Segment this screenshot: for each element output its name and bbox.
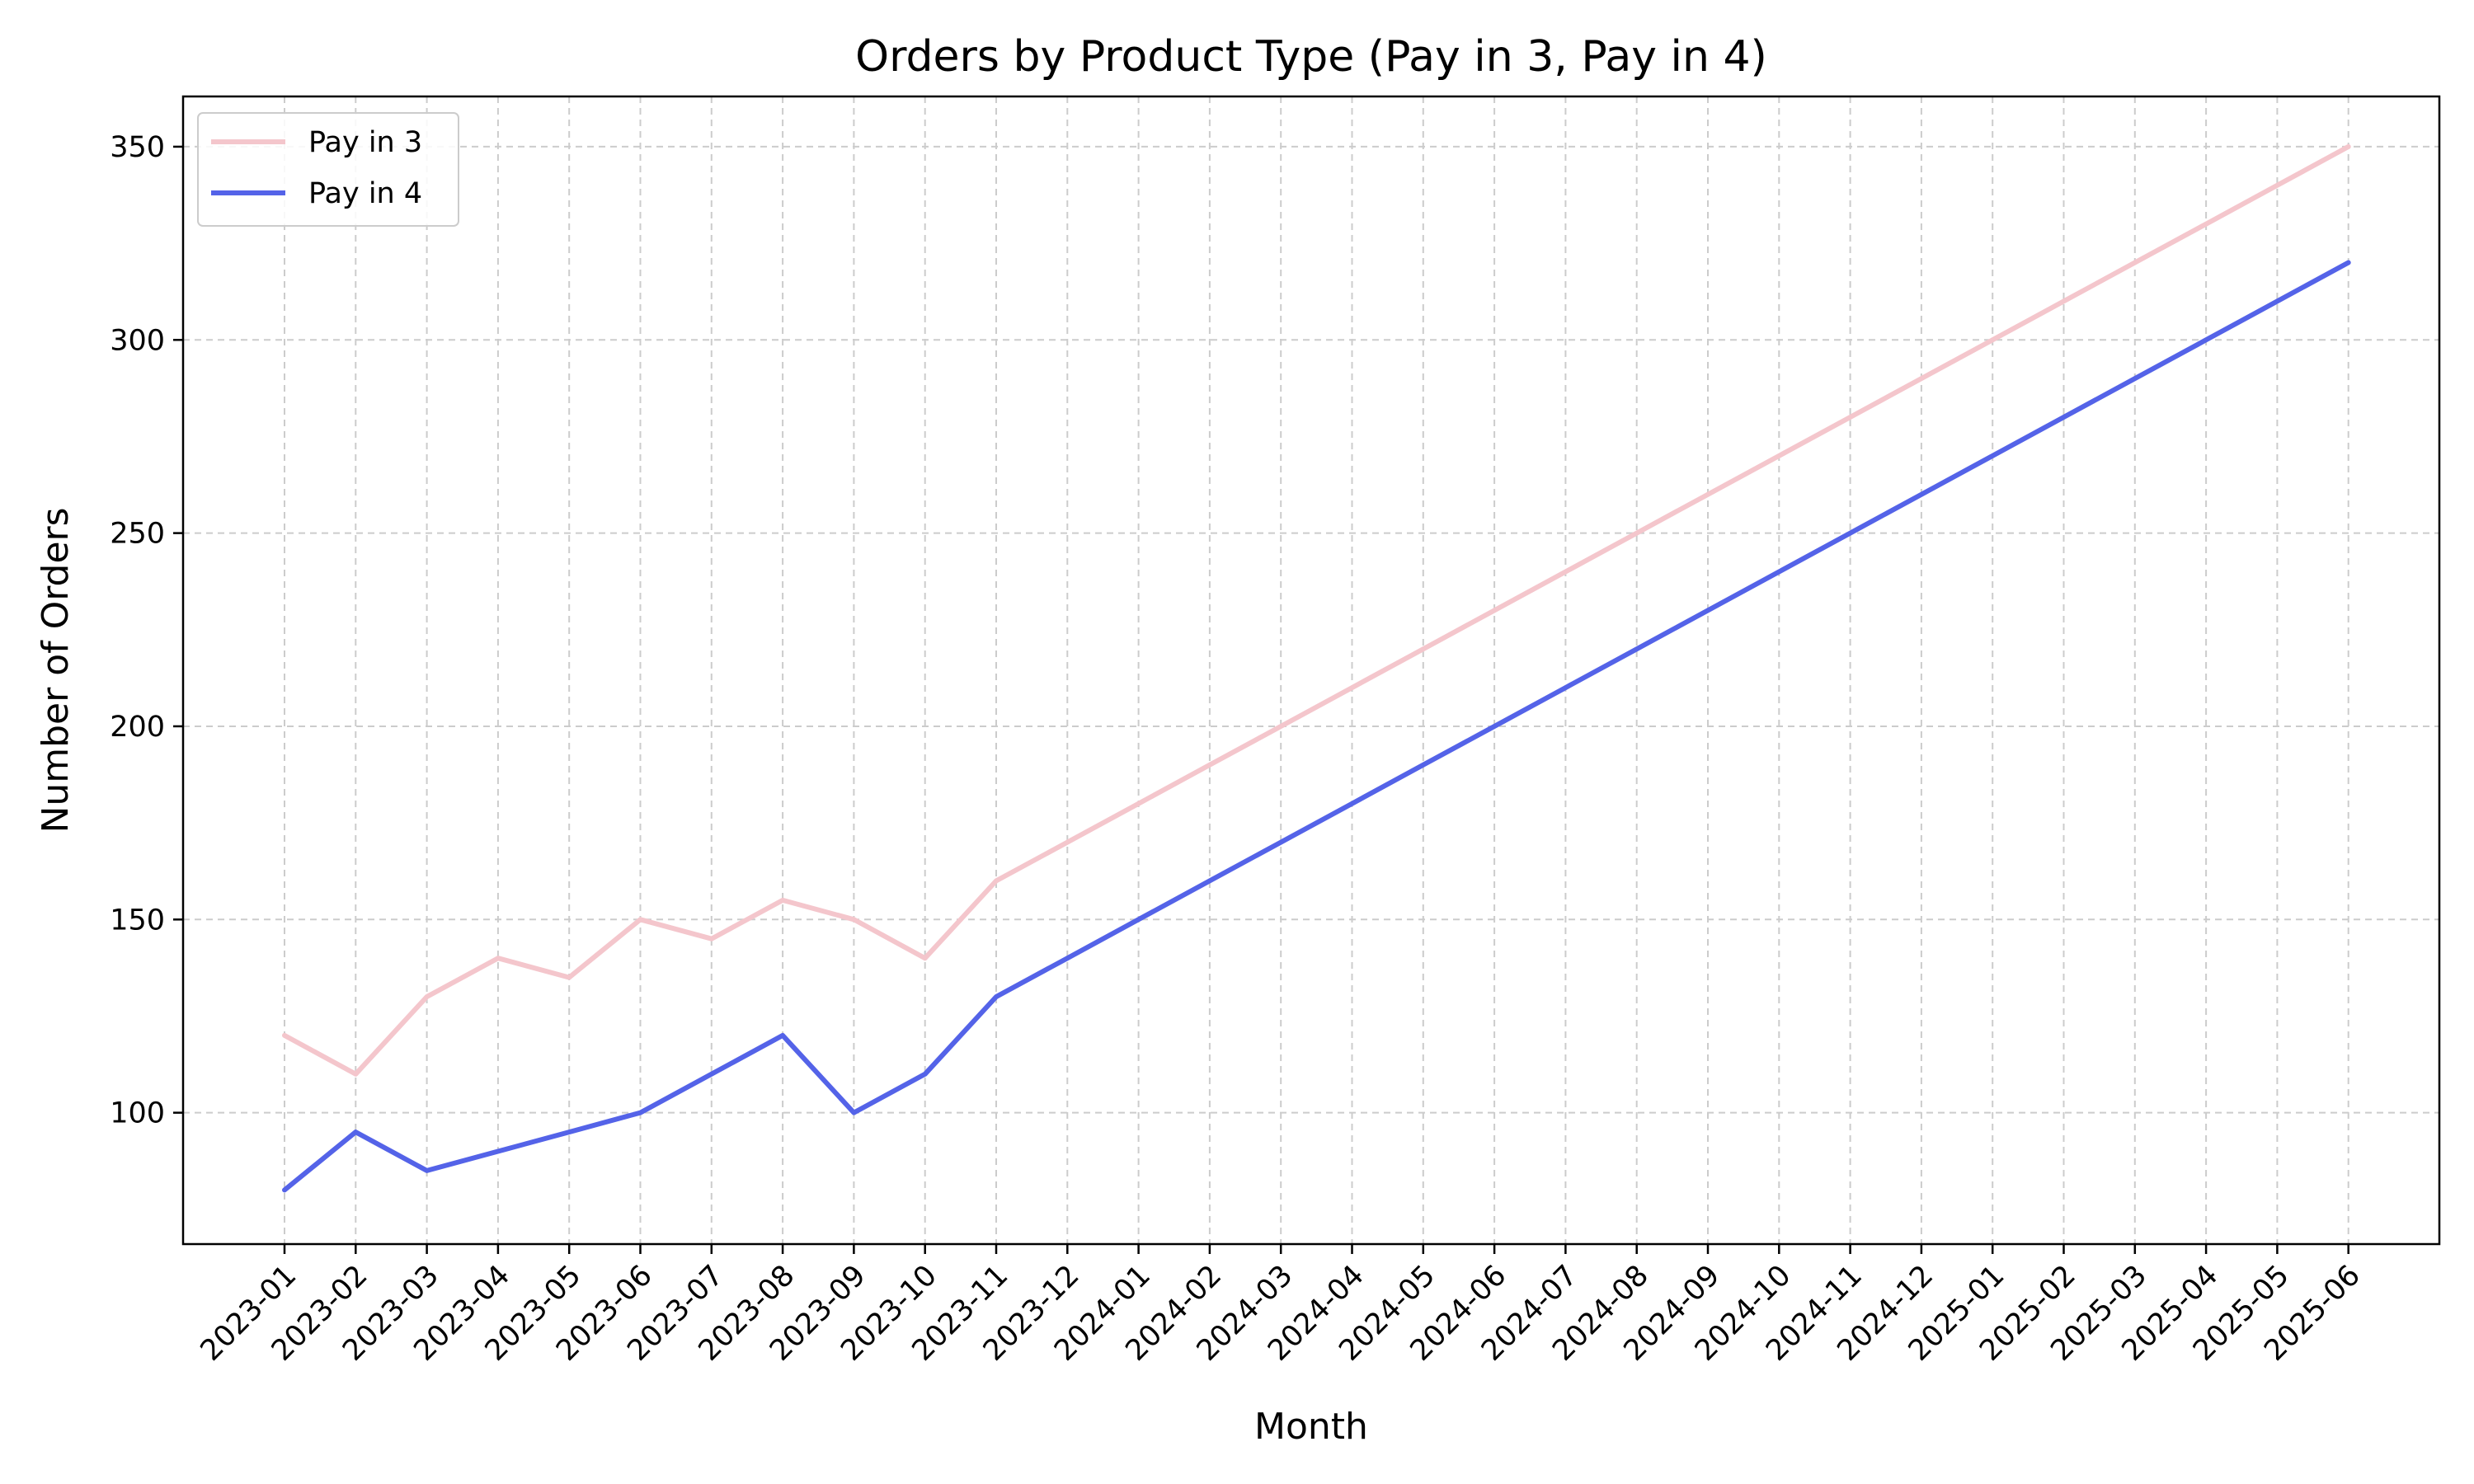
y-axis: 100 150 200 250 300 350 [110,131,183,1130]
plot-frame [181,95,2441,1246]
series-line-pay-in-4 [282,260,2351,1193]
chart-title: Orders by Product Type (Pay in 3, Pay in… [855,32,1767,82]
y-tick-label: 250 [110,518,165,551]
legend-label-pay-in-3: Pay in 3 [308,126,422,159]
y-tick-label: 200 [110,711,165,744]
legend-label-pay-in-4: Pay in 4 [308,177,422,210]
x-axis-label: Month [1254,1406,1368,1448]
series-lines [282,143,2351,1193]
y-tick-label: 150 [110,904,165,937]
y-tick-label: 350 [110,131,165,164]
y-tick-label: 300 [110,324,165,357]
y-tick-label: 100 [110,1097,165,1130]
legend: Pay in 3 Pay in 4 [197,112,459,227]
grid [183,96,2439,1244]
series-line-pay-in-3 [282,143,2351,1077]
y-axis-label: Number of Orders [35,507,77,833]
